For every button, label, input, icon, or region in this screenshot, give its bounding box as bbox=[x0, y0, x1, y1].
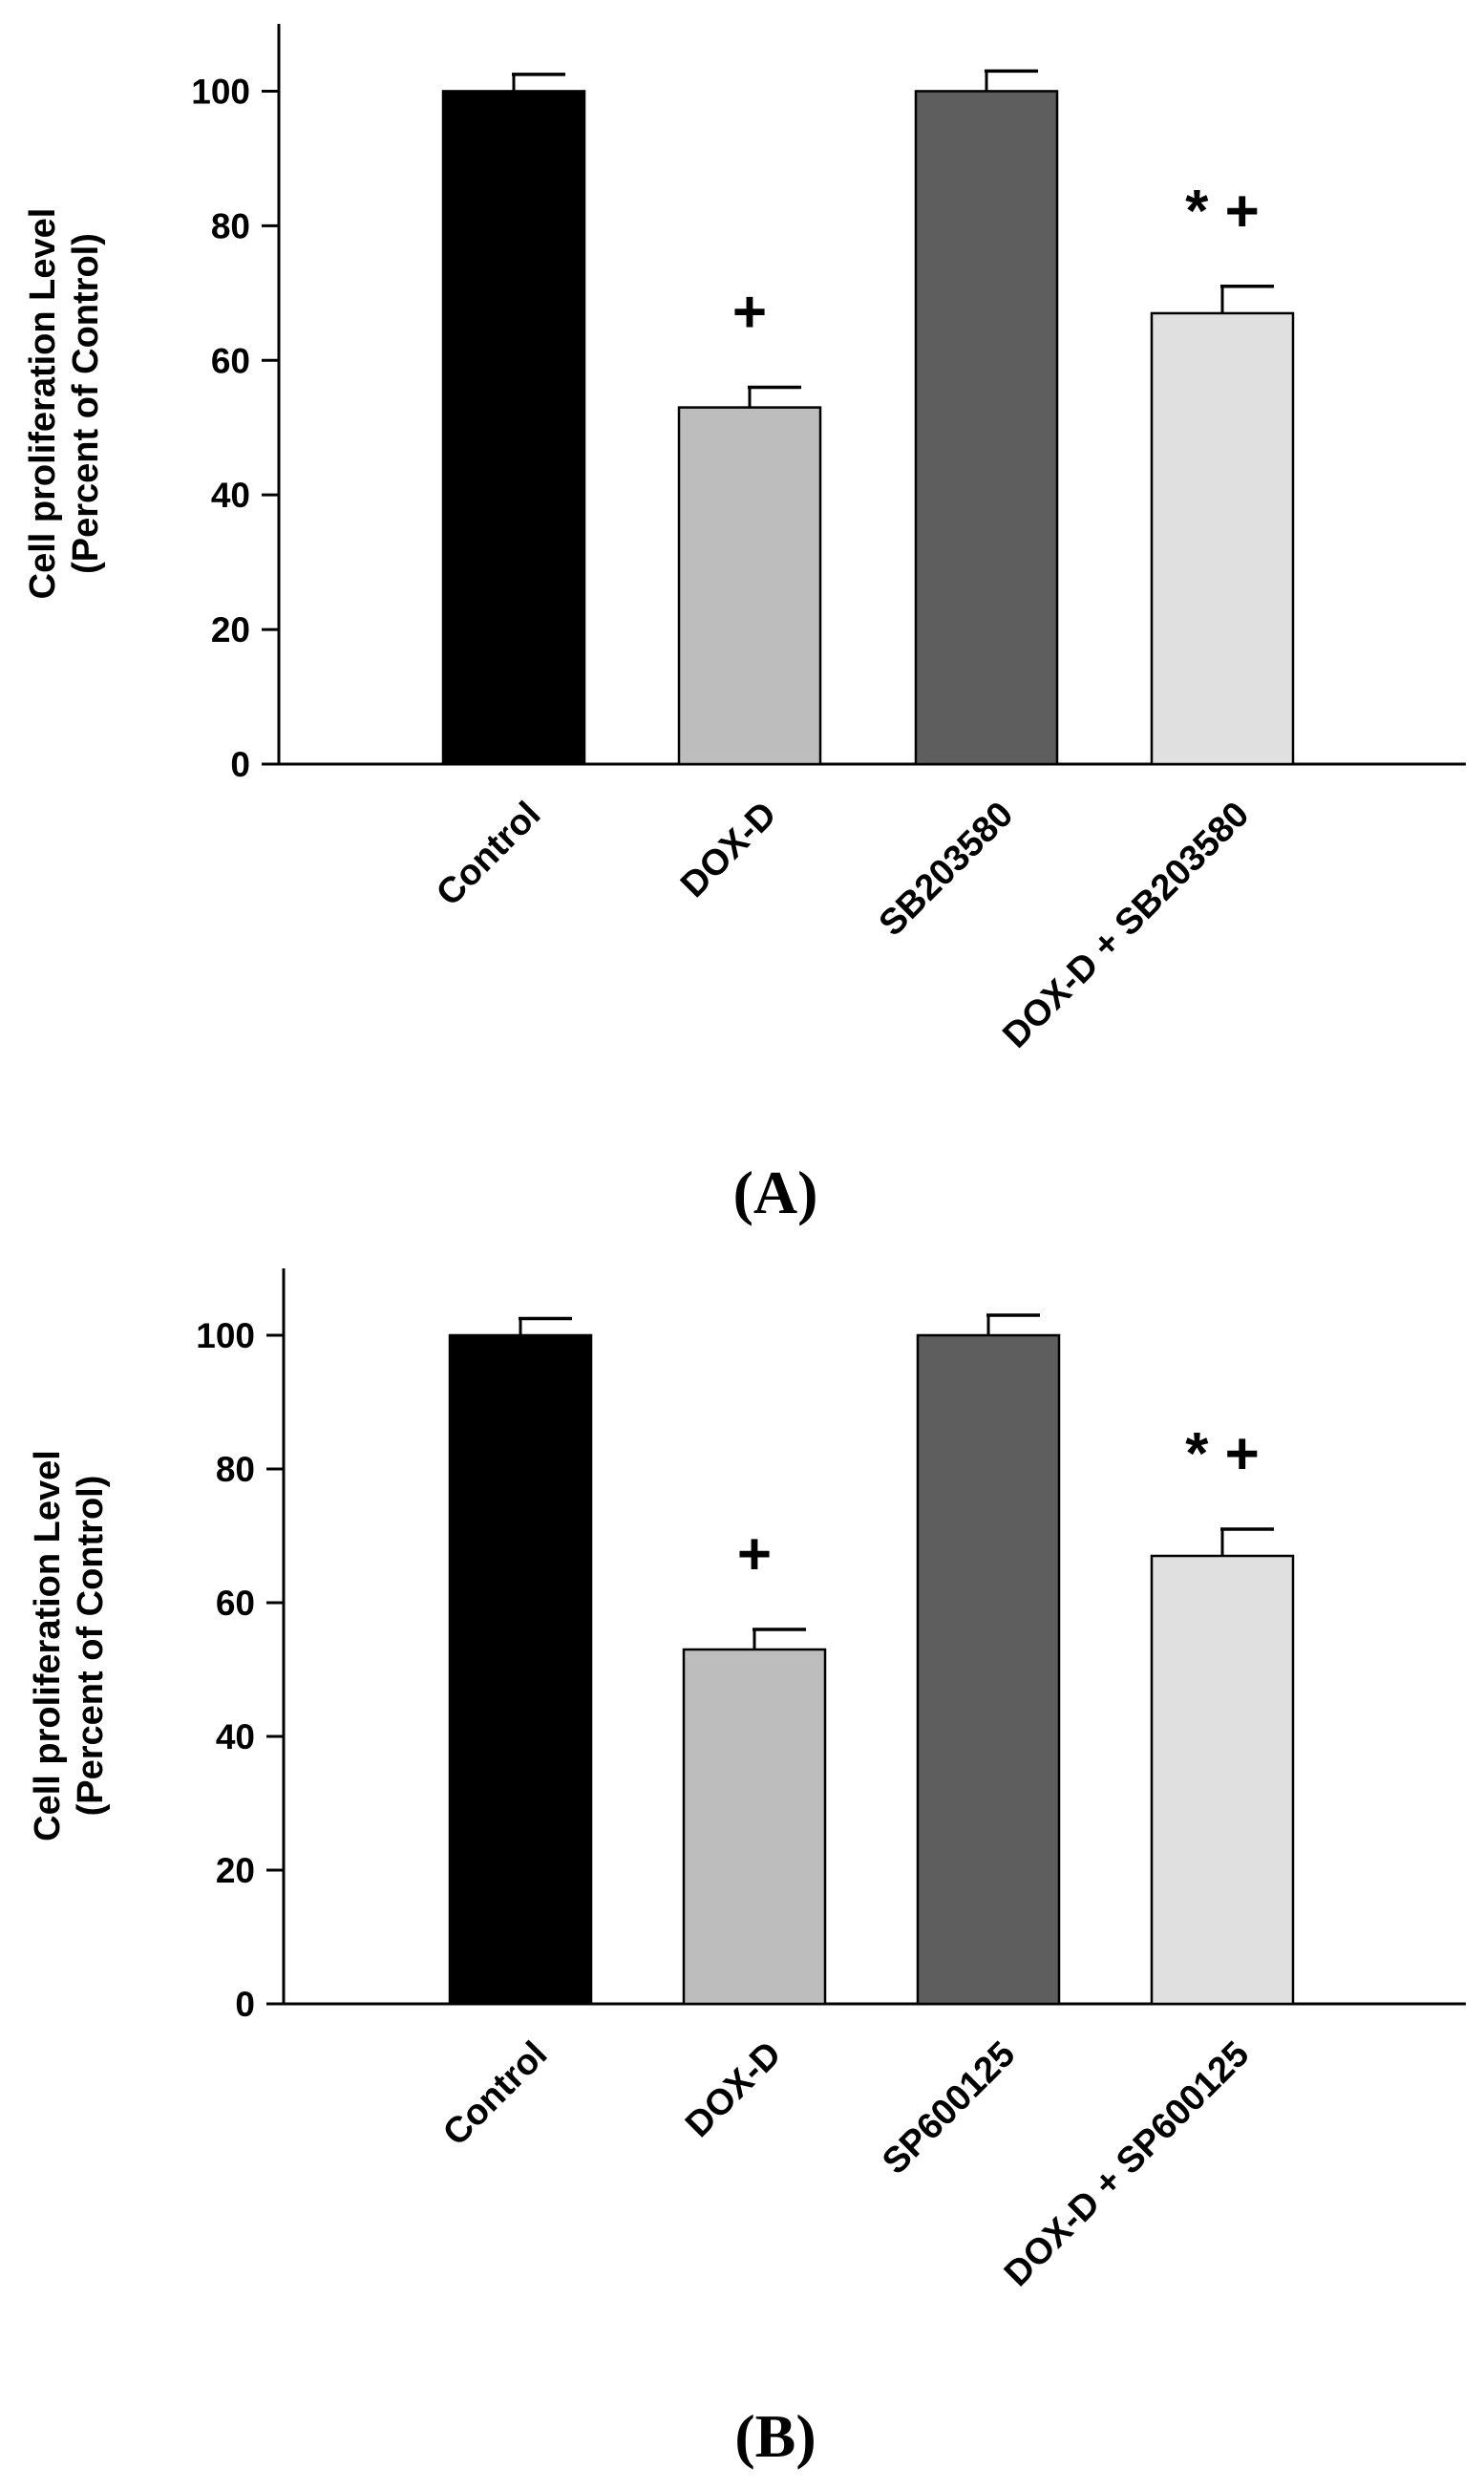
panel-a-bar-1 bbox=[441, 90, 586, 766]
panel-b-bar-3 bbox=[916, 1333, 1061, 2006]
panel-a-bar-3 bbox=[914, 90, 1059, 766]
panel-b-category-label-2: DOX-D bbox=[678, 2034, 789, 2145]
panel-a-label: (A) bbox=[733, 1159, 818, 1226]
panel-b-y-axis-subtitle: (Percent of Control) bbox=[71, 1476, 111, 1817]
panel-a-chart: 0 20 40 60 80 100 Cell proliferation Level (Per… bbox=[23, 24, 1466, 1226]
panel-b-category-label-3: SP600125 bbox=[875, 2034, 1023, 2182]
panel-b-y-tick-label: 60 bbox=[216, 1584, 255, 1623]
panel-b-y-tick-label: 40 bbox=[216, 1717, 255, 1756]
panel-b-bar-4 bbox=[1150, 1554, 1295, 2006]
panel-a-y-tick-label: 80 bbox=[211, 206, 250, 245]
panel-a-category-label-4: DOX-D + SB203580 bbox=[995, 795, 1257, 1056]
panel-b-y-tick-label: 20 bbox=[216, 1851, 255, 1890]
panel-a-y-tick-label: 60 bbox=[211, 341, 250, 380]
panel-a-category-label-1: Control bbox=[429, 795, 548, 914]
panel-b-category-label-1: Control bbox=[435, 2034, 555, 2154]
panel-b-bar-2 bbox=[682, 1648, 827, 2006]
panel-a-bar-2 bbox=[677, 406, 822, 766]
panel-a-y-tick-label: 0 bbox=[230, 745, 250, 784]
panel-b-bar-1 bbox=[448, 1333, 593, 2006]
panel-a-significance-4: * + bbox=[1185, 179, 1260, 245]
panel-a-y-tick-label: 100 bbox=[191, 72, 250, 111]
panel-b-label: (B) bbox=[734, 2402, 816, 2470]
panel-a-category-label-3: SB203580 bbox=[872, 795, 1022, 945]
panel-b-y-tick-label: 0 bbox=[235, 1985, 255, 2024]
panel-a-y-tick-label: 40 bbox=[211, 476, 250, 515]
panel-b-chart: 0 20 40 60 80 100 Cell proliferation Level (Per… bbox=[28, 1268, 1466, 2470]
panel-b-significance-4: * + bbox=[1185, 1421, 1260, 1487]
panel-a-y-axis-title: Cell proliferation Level bbox=[23, 208, 63, 600]
panel-b-significance-2: + bbox=[737, 1522, 772, 1587]
panel-b-y-axis-title: Cell proliferation Level bbox=[28, 1450, 68, 1841]
panel-b-y-tick-label: 80 bbox=[216, 1450, 255, 1489]
panel-a-category-label-2: DOX-D bbox=[673, 795, 784, 905]
panel-b-category-label-4: DOX-D + SP600125 bbox=[997, 2034, 1257, 2294]
panel-a-y-axis-subtitle: (Percent of Control) bbox=[66, 233, 106, 574]
panel-b-y-tick-label: 100 bbox=[196, 1316, 255, 1355]
panel-a-significance-2: + bbox=[732, 279, 767, 345]
panel-a-bar-4 bbox=[1150, 311, 1295, 766]
panel-a-y-tick-label: 20 bbox=[211, 610, 250, 649]
